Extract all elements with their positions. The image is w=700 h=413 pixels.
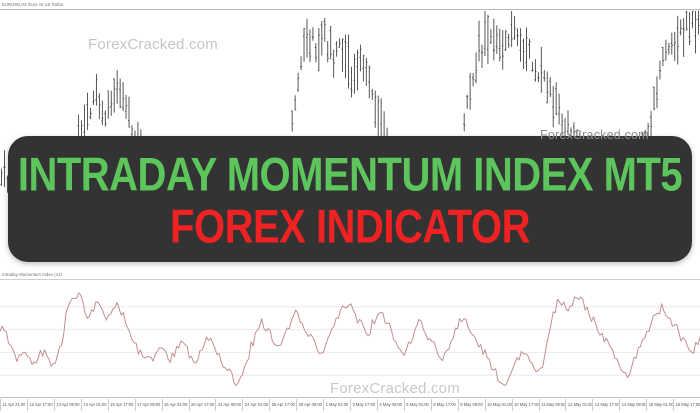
product-title-primary: INTRADAY MOMENTUM INDEX MT5 (17, 149, 683, 201)
watermark-banner: ForexCracked.com (540, 128, 649, 142)
x-axis-tick-label: 10 May 17:00 (511, 399, 539, 411)
watermark-bottom: ForexCracked.com (330, 380, 460, 397)
indicator-chart-svg (0, 292, 700, 387)
x-axis-tick-label: 28 Apr 09:00 (296, 399, 322, 411)
x-axis-tick-label: 12 May 01:00 (565, 399, 593, 411)
x-axis-tick-label: 1 May 01:00 (323, 399, 348, 411)
x-axis-tick-label: 15 Apr 17:00 (107, 399, 133, 411)
product-title-secondary: FOREX INDICATOR (170, 201, 530, 253)
x-axis-tick-label: 13 Apr 09:00 (53, 399, 80, 411)
title-banner-text-group: INTRADAY MOMENTUM INDEX MT5 FOREX INDICA… (8, 136, 692, 262)
x-axis-tick-label: 4 May 09:00 (376, 399, 402, 411)
x-axis-tick-label: 17 Apr 09:00 (134, 399, 160, 411)
x-axis-tick-label: 15 May 17:00 (673, 399, 700, 411)
x-axis-tick-label: 10 May 01:00 (484, 399, 512, 411)
x-axis-date-scale: 11 Apr 21:00 12 Apr 17:00 13 Apr 09:00 14 A… (0, 397, 700, 413)
x-axis-tick-label: 9 May 09:00 (457, 399, 483, 411)
price-pane-label: EURUSD,H1 Euro vs US Dollar (2, 2, 64, 7)
x-axis-tick-label: 15 May 01:00 (646, 399, 674, 411)
x-axis-tick-label: 12 Apr 17:00 (26, 399, 53, 411)
price-pane-header: EURUSD,H1 Euro vs US Dollar (0, 0, 700, 10)
indicator-chart-pane[interactable]: Intraday Momentum Index (14) (0, 270, 700, 412)
x-axis-tick-label: 14 Apr 01:00 (80, 399, 107, 411)
indicator-pane-header: Intraday Momentum Index (14) (0, 270, 700, 280)
x-axis-tick-label: 20 Apr 17:00 (188, 399, 214, 411)
x-axis-tick-label: 11 May 09:00 (538, 399, 566, 411)
x-axis-tick-label: 21 Apr 09:00 (215, 399, 241, 411)
x-axis-tick-label: 5 May 01:00 (403, 399, 429, 411)
x-axis-tick-label: 12 May 17:00 (592, 399, 620, 411)
indicator-pane-label: Intraday Momentum Index (14) (2, 272, 63, 277)
title-banner: INTRADAY MOMENTUM INDEX MT5 FOREX INDICA… (8, 136, 692, 262)
x-axis-tick-label: 14 May 09:00 (619, 399, 647, 411)
x-axis-tick-label: 8 May 17:00 (430, 399, 456, 411)
x-axis-tick-label: 24 Apr 01:00 (242, 399, 268, 411)
watermark-top: ForexCracked.com (88, 36, 218, 53)
x-axis-tick-label: 11 Apr 21:00 (0, 399, 25, 411)
x-axis-tick-label: 26 Apr 17:00 (269, 399, 295, 411)
x-axis-tick-label: 3 May 17:00 (350, 399, 375, 411)
x-axis-tick-label: 18 Apr 01:00 (161, 399, 187, 411)
